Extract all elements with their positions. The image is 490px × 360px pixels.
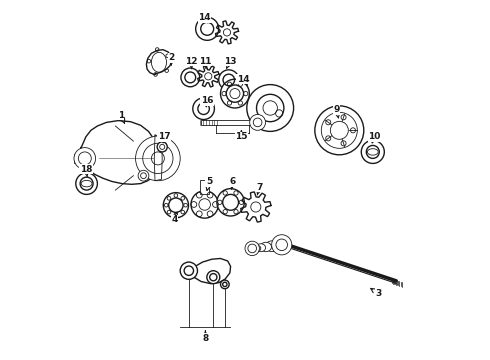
Circle shape <box>180 262 197 279</box>
Circle shape <box>271 235 292 255</box>
Circle shape <box>74 148 96 169</box>
Text: 14: 14 <box>237 75 249 85</box>
Polygon shape <box>216 21 239 44</box>
Text: 17: 17 <box>158 132 171 143</box>
Circle shape <box>163 193 189 218</box>
Text: 16: 16 <box>201 96 214 107</box>
Circle shape <box>315 106 364 155</box>
Text: 1: 1 <box>118 111 124 123</box>
Circle shape <box>219 70 239 90</box>
Circle shape <box>207 271 220 284</box>
Polygon shape <box>186 258 231 284</box>
Text: 3: 3 <box>371 288 381 298</box>
Text: 10: 10 <box>368 132 381 143</box>
Ellipse shape <box>253 245 261 252</box>
Text: 14: 14 <box>198 13 211 23</box>
Ellipse shape <box>256 244 266 252</box>
Text: 12: 12 <box>185 57 197 69</box>
Circle shape <box>250 114 266 130</box>
Ellipse shape <box>273 240 285 251</box>
Text: 6: 6 <box>229 177 236 189</box>
Polygon shape <box>241 192 271 222</box>
Ellipse shape <box>266 241 278 252</box>
Circle shape <box>245 241 259 256</box>
Polygon shape <box>197 66 219 87</box>
Circle shape <box>217 189 245 216</box>
Text: 7: 7 <box>256 183 263 195</box>
Circle shape <box>181 68 199 87</box>
Text: 8: 8 <box>202 331 209 343</box>
Polygon shape <box>79 121 159 184</box>
Circle shape <box>220 280 229 289</box>
Bar <box>201 120 257 125</box>
Polygon shape <box>147 50 172 75</box>
Text: 13: 13 <box>223 57 236 69</box>
Bar <box>200 180 209 194</box>
Text: 9: 9 <box>334 105 340 118</box>
Circle shape <box>138 170 149 181</box>
Bar <box>74 154 94 163</box>
Text: 4: 4 <box>172 212 178 224</box>
Text: 15: 15 <box>235 131 247 141</box>
Circle shape <box>193 98 215 120</box>
Circle shape <box>191 191 219 218</box>
Circle shape <box>76 173 98 194</box>
Circle shape <box>157 142 167 152</box>
Circle shape <box>361 140 384 163</box>
Ellipse shape <box>260 242 271 252</box>
Text: 2: 2 <box>168 53 174 66</box>
Text: 5: 5 <box>206 177 212 190</box>
Text: 18: 18 <box>80 165 92 177</box>
Circle shape <box>196 17 219 40</box>
Circle shape <box>220 79 249 108</box>
Text: 11: 11 <box>199 57 212 69</box>
Circle shape <box>247 85 294 131</box>
Circle shape <box>136 136 180 181</box>
